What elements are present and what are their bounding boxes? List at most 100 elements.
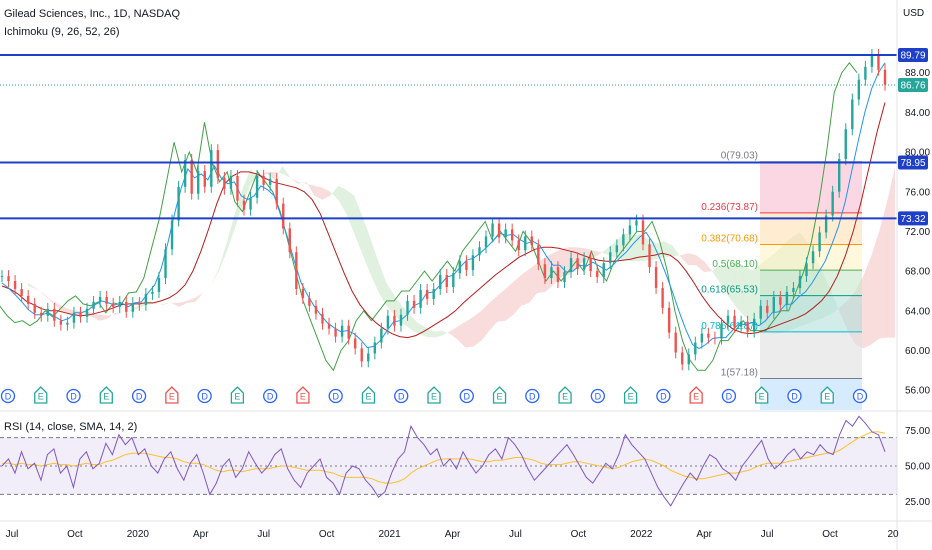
price-candle-body [354,338,357,349]
price-badge [898,78,928,93]
price-candle-body [805,263,808,277]
time-tick-label: Apr [696,529,712,540]
cloud-segment [306,181,315,196]
price-candle-body [282,203,285,229]
cloud-segment [743,266,752,324]
price-candle-body [66,322,69,325]
cloud-segment [433,330,442,338]
price-candle-body [445,275,448,287]
cloud-segment [107,312,116,319]
price-candle-body [190,160,193,194]
price-candle-body [694,342,697,355]
event-glyph: D [791,392,798,402]
price-candle-body [164,249,167,279]
price-tick-label: 84.00 [905,108,930,119]
dividend-marker [0,388,16,404]
price-candle-body [268,178,272,185]
cloud-segment [513,275,522,315]
price-candle-body [458,261,462,274]
price-candle-body [739,321,743,327]
price-candle-body [517,240,520,251]
cloud-segment [592,250,601,259]
time-tick-label: Oct [822,529,838,540]
price-candle-body [569,258,573,273]
time-tick-label: Jul [761,529,774,540]
price-candle-body [811,251,815,264]
earnings-marker [755,386,769,404]
cloud-segment [203,285,211,293]
price-candle-body [851,99,854,130]
rsi-band [0,437,897,495]
price-badge [898,211,928,226]
cloud-segment [537,257,546,293]
dividend-marker [787,388,802,404]
cloud-segment [370,237,379,291]
dividend-marker [328,388,343,404]
price-candle-body [125,301,128,312]
cloud-segment [314,185,323,200]
price-candle-body [537,245,540,265]
cloud-segment [35,287,44,295]
rsi-pane: 75.00 50.00 25.00 [0,415,930,508]
earnings-marker [361,386,376,404]
cloud-segment [712,265,721,284]
time-tick-label: Jul [509,529,522,540]
dividend-marker [852,388,868,404]
lagging-span-line [0,61,858,372]
time-tick-label: Apr [445,529,461,540]
event-glyph: D [464,392,471,402]
cloud-segment [43,293,52,302]
event-glyph: D [332,392,339,402]
price-candle-body [53,308,56,321]
cloud-segment [226,213,235,252]
event-glyph: E [365,392,371,402]
price-candle-body [321,313,324,324]
fib-zone-extension [760,378,862,410]
price-candle-body [491,223,494,237]
price-candle-body [33,303,36,313]
event-glyph: D [70,392,77,402]
dividend-marker [197,388,212,404]
price-tick-label: 72.00 [905,227,930,238]
event-glyph: E [300,392,306,402]
cloud-segment [171,302,180,307]
price-candle-body [831,191,834,216]
price-candle-body [183,160,187,187]
cloud-segment [863,256,872,349]
cloud-segment [330,185,339,200]
event-glyph: D [660,392,667,402]
price-candle-body [59,320,63,325]
event-glyph: D [857,392,864,402]
price-candle-body [667,307,671,333]
price-candle-body [504,229,507,238]
cloud-segment [401,305,410,329]
price-candle-body [425,289,429,299]
price-candle-body [622,234,625,246]
price-candle-body [641,220,645,245]
price-candle-body [497,223,501,238]
event-glyph: E [562,392,568,402]
event-glyph: D [201,392,208,402]
cloud-segment [664,241,673,258]
cloud-segment [489,295,498,331]
ichimoku-legend[interactable]: Ichimoku (9, 26, 52, 26) [4,26,120,38]
cloud-segment [242,168,251,204]
cloud-segment [879,201,888,339]
price-candle-body [543,264,547,279]
cloud-segment [409,314,418,334]
cloud-segment [560,247,569,278]
cloud-segment [505,282,514,321]
conversion-line [1,62,886,350]
symbol-title[interactable]: Gilead Sciences, Inc., 1D, NASDAQ [4,8,181,20]
rsi-legend[interactable]: RSI (14, close, SMA, 14, 2) [4,421,138,433]
price-candle-body [687,354,690,365]
price-candle-body [550,267,553,279]
cloud-segment [210,268,219,286]
cloud-segment [688,253,697,266]
price-candle-body [92,301,95,309]
event-glyph: D [136,392,143,402]
price-candle-body [177,186,180,221]
cloud-segment [163,302,172,305]
price-candle-body [13,281,17,289]
